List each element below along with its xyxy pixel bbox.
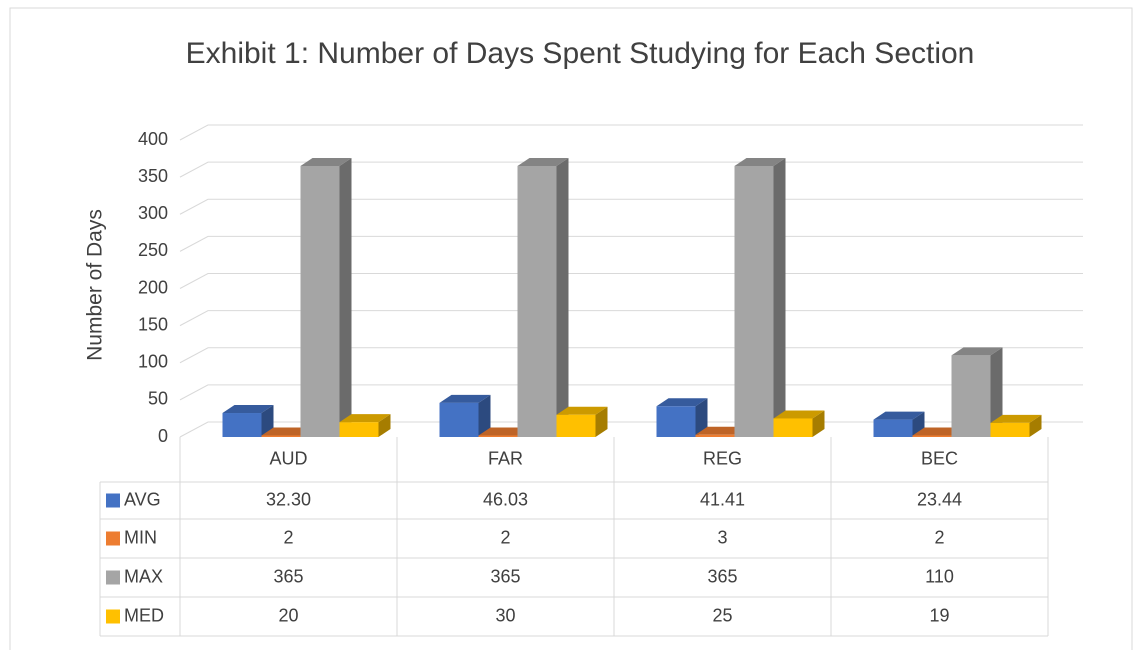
bar [951,355,991,437]
grid-line [179,198,1083,215]
bar-side [556,157,569,438]
data-label: 19 [929,605,949,625]
data-label: 46.03 [483,489,528,509]
data-label: 365 [490,566,520,586]
y-tick-label: 350 [138,166,168,186]
data-label: 2 [500,527,510,547]
bar-top [261,427,313,436]
x-tick-label: BEC [921,448,958,468]
y-tick-label: 0 [158,426,168,446]
bar [478,435,518,437]
bar-side [378,414,391,437]
bar-top [990,414,1042,423]
y-tick-label: 250 [138,240,168,260]
bar-top [222,405,274,414]
bar-top [300,157,352,166]
grid-line [179,384,1083,401]
grid-line [179,273,1083,289]
y-tick-label: 100 [138,352,168,372]
bar-top [912,427,964,436]
y-tick-label: 300 [138,203,168,223]
bar [773,418,813,437]
grid-line [179,310,1083,327]
legend-label: MED [124,605,164,625]
data-label: 110 [925,566,954,586]
bar-top [339,414,391,423]
bar-side [339,157,352,438]
data-label: 3 [717,527,727,547]
data-label: 365 [707,566,737,586]
data-label: 25 [712,605,732,625]
legend-key [106,493,120,508]
bar-side [478,394,491,437]
data-label: 2 [934,527,944,547]
bar-side [261,405,274,437]
data-label: 365 [273,566,303,586]
y-tick-label: 150 [138,314,168,334]
bar-side [990,347,1003,437]
data-label: 23.44 [917,489,962,509]
bar [300,165,340,438]
bar [517,165,557,438]
bar [339,422,379,437]
bar-side [695,398,708,437]
bar-top [556,406,608,415]
bar [261,435,301,437]
bar-side [1029,414,1042,437]
data-label: 30 [495,605,515,625]
bar [695,434,735,437]
bar [734,165,774,438]
bar-top [517,157,569,166]
grid-line [179,347,1083,364]
chart-border [9,7,1133,655]
bar [912,435,952,437]
grid-line [179,235,1083,252]
bar-top [734,157,786,166]
grid-line [179,124,1083,141]
bar-top [773,410,825,419]
bar [556,414,596,437]
chart-title: Exhibit 1: Number of Days Spent Studying… [186,37,975,70]
data-label: 2 [283,527,293,547]
legend-key [106,570,120,585]
x-tick-label: REG [703,448,742,468]
y-tick-label: 400 [138,129,168,149]
bar-top [873,411,925,420]
bar-side [812,410,825,437]
x-tick-label: AUD [269,448,307,468]
grid-line [179,161,1083,178]
bar-top [951,347,1003,356]
bar [656,406,696,437]
bar [439,402,479,437]
y-tick-label: 200 [138,277,168,297]
data-label: 32.30 [266,489,311,509]
bar-top [656,398,708,407]
legend-label: MIN [124,527,157,547]
y-tick-label: 50 [148,389,168,409]
bar-top [478,427,530,436]
legend-label: MAX [124,566,163,586]
bar-top [695,426,747,435]
bar-side [773,157,786,438]
legend-label: AVG [124,489,161,509]
bar [873,419,913,437]
legend-key [106,531,120,546]
bar [990,422,1030,437]
x-tick-label: FAR [488,448,523,468]
y-axis-label: Number of Days [84,209,107,361]
bar-top [439,394,491,403]
data-label: 41.41 [700,489,745,509]
data-label: 20 [278,605,298,625]
bar [222,413,262,437]
bar-side [595,406,608,437]
legend-key [106,609,120,624]
